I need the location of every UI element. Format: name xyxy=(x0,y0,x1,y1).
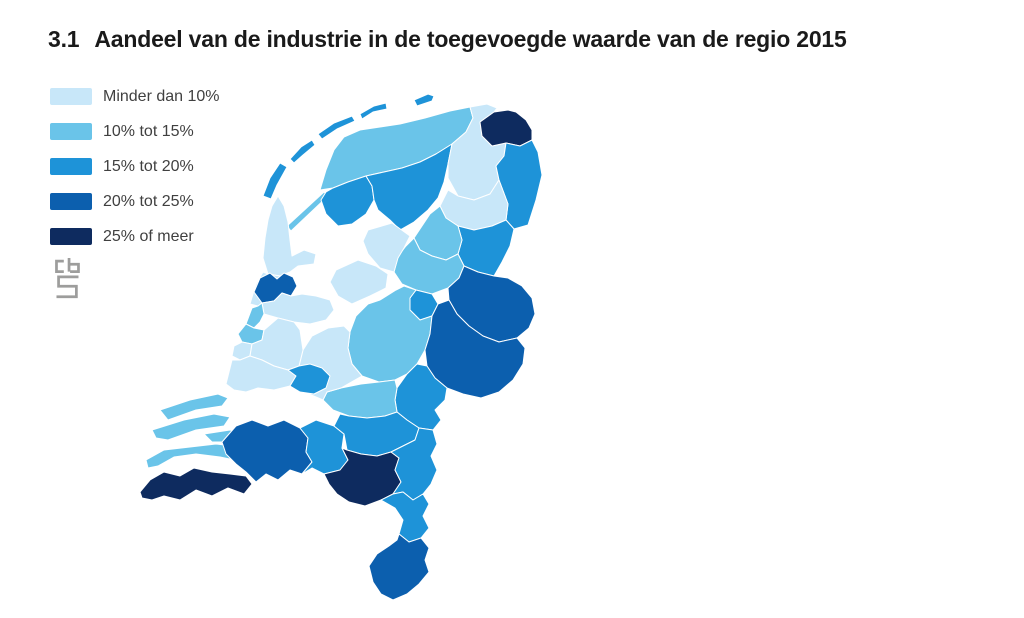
map-region xyxy=(159,393,229,421)
legend-swatch xyxy=(50,158,92,175)
map-region xyxy=(221,419,313,483)
map-region xyxy=(262,162,288,200)
map-region xyxy=(245,302,265,329)
legend-label: 10% tot 15% xyxy=(103,122,194,140)
legend-label: 15% tot 20% xyxy=(103,157,194,175)
legend-item: Minder dan 10% xyxy=(50,88,220,105)
map-region xyxy=(495,139,543,230)
map-region xyxy=(262,195,317,277)
legend-item: 20% tot 25% xyxy=(50,193,220,210)
map-region xyxy=(368,533,430,601)
legend-item: 15% tot 20% xyxy=(50,158,220,175)
map-region xyxy=(323,447,402,507)
legend-swatch xyxy=(50,228,92,245)
map-region xyxy=(329,259,389,305)
map-region xyxy=(380,491,430,543)
map-region xyxy=(365,143,453,231)
legend-swatch xyxy=(50,88,92,105)
legend-label: Minder dan 10% xyxy=(103,87,220,105)
map-region xyxy=(479,109,533,147)
map-region xyxy=(151,413,231,441)
page-title: 3.1 Aandeel van de industrie in de toege… xyxy=(48,26,847,53)
legend-label: 20% tot 25% xyxy=(103,192,194,210)
figure-number: 3.1 xyxy=(48,26,80,52)
legend-label: 25% of meer xyxy=(103,227,194,245)
legend-item: 10% tot 15% xyxy=(50,123,220,140)
map-region xyxy=(317,115,356,140)
map-region xyxy=(287,363,331,395)
map-region xyxy=(289,139,316,164)
legend-swatch xyxy=(50,123,92,140)
map-region xyxy=(413,93,435,107)
figure-title-text: Aandeel van de industrie in de toegevoeg… xyxy=(94,26,847,52)
legend: Minder dan 10% 10% tot 15% 15% tot 20% 20% … xyxy=(50,88,220,263)
map-region xyxy=(320,175,375,227)
map-region xyxy=(424,299,526,399)
cbs-logo-icon xyxy=(55,258,80,299)
map-region xyxy=(359,102,388,120)
map-region xyxy=(139,467,253,501)
legend-swatch xyxy=(50,193,92,210)
legend-item: 25% of meer xyxy=(50,228,220,245)
map-region xyxy=(362,222,411,273)
